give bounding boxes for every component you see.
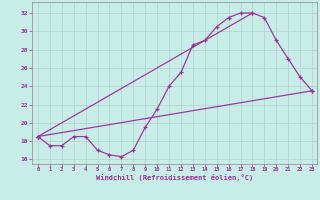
- X-axis label: Windchill (Refroidissement éolien,°C): Windchill (Refroidissement éolien,°C): [96, 174, 253, 181]
